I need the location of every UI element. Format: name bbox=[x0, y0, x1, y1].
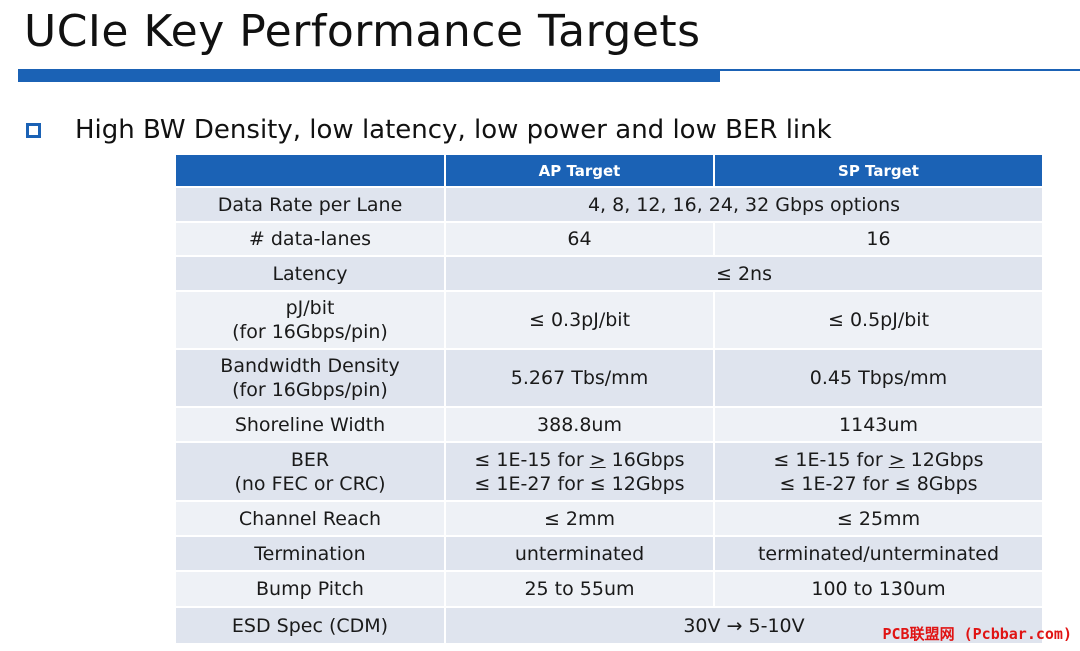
sp-value: 16 bbox=[713, 221, 1044, 257]
ber-sp-line-1-suffix: 12Gbps bbox=[904, 448, 984, 471]
ap-value: 64 bbox=[444, 221, 715, 257]
table-row-ber: BER (no FEC or CRC) ≤ 1E-15 for > 16Gbps… bbox=[174, 441, 1044, 502]
title-underline-line bbox=[720, 69, 1080, 71]
table-row-esd-spec: ESD Spec (CDM) 30V → 5-10V bbox=[174, 606, 1044, 645]
table-row-latency: Latency ≤ 2ns bbox=[174, 255, 1044, 292]
row-label: # data-lanes bbox=[174, 221, 446, 257]
sp-value: ≤ 1E-15 for > 12Gbps ≤ 1E-27 for ≤ 8Gbps bbox=[713, 441, 1044, 502]
ap-value: ≤ 1E-15 for > 16Gbps ≤ 1E-27 for ≤ 12Gbp… bbox=[444, 441, 715, 502]
row-label: Termination bbox=[174, 535, 446, 572]
sp-value: ≤ 0.5pJ/bit bbox=[713, 290, 1044, 350]
header-cell-sp-target: SP Target bbox=[713, 153, 1044, 188]
sp-value: terminated/unterminated bbox=[713, 535, 1044, 572]
sp-value: ≤ 25mm bbox=[713, 500, 1044, 537]
row-label: BER (no FEC or CRC) bbox=[174, 441, 446, 502]
row-label: Shoreline Width bbox=[174, 406, 446, 443]
ap-value: unterminated bbox=[444, 535, 715, 572]
ber-sp-line-1-prefix: ≤ 1E-15 for bbox=[773, 448, 889, 471]
sp-value: 0.45 Tbps/mm bbox=[713, 348, 1044, 408]
ap-value: 388.8um bbox=[444, 406, 715, 443]
ap-value: ≤ 2mm bbox=[444, 500, 715, 537]
title-underline-bar bbox=[18, 69, 720, 82]
ap-value: 25 to 55um bbox=[444, 570, 715, 608]
table-row-bump-pitch: Bump Pitch 25 to 55um 100 to 130um bbox=[174, 570, 1044, 608]
header-cell-empty bbox=[174, 153, 446, 188]
table-row-shoreline-width: Shoreline Width 388.8um 1143um bbox=[174, 406, 1044, 443]
ber-ap-line-1-suffix: 16Gbps bbox=[605, 448, 685, 471]
greater-equal-symbol: > bbox=[888, 448, 905, 471]
sp-value: 1143um bbox=[713, 406, 1044, 443]
header-cell-ap-target: AP Target bbox=[444, 153, 715, 188]
square-bullet-icon bbox=[26, 122, 41, 138]
ber-ap-line-1-prefix: ≤ 1E-15 for bbox=[474, 448, 590, 471]
performance-targets-table: AP Target SP Target Data Rate per Lane 4… bbox=[174, 153, 1044, 645]
table-row-bandwidth-density: Bandwidth Density (for 16Gbps/pin) 5.267… bbox=[174, 348, 1044, 408]
ap-value: 5.267 Tbs/mm bbox=[444, 348, 715, 408]
row-label: pJ/bit (for 16Gbps/pin) bbox=[174, 290, 446, 350]
bullet-text: High BW Density, low latency, low power … bbox=[75, 115, 832, 145]
row-label: Bandwidth Density (for 16Gbps/pin) bbox=[174, 348, 446, 408]
bullet-item: High BW Density, low latency, low power … bbox=[26, 115, 832, 145]
greater-equal-symbol: > bbox=[589, 448, 606, 471]
sp-value: 100 to 130um bbox=[713, 570, 1044, 608]
table-header-row: AP Target SP Target bbox=[174, 153, 1044, 188]
ber-sp-line-2: ≤ 1E-27 for ≤ 8Gbps bbox=[779, 472, 978, 495]
table-row-data-rate: Data Rate per Lane 4, 8, 12, 16, 24, 32 … bbox=[174, 186, 1044, 223]
merged-value: ≤ 2ns bbox=[444, 255, 1044, 292]
ber-sp-line-1: ≤ 1E-15 for > 12Gbps bbox=[719, 448, 1038, 472]
merged-value: 30V → 5-10V bbox=[444, 606, 1044, 645]
row-label: ESD Spec (CDM) bbox=[174, 606, 446, 645]
row-label: Bump Pitch bbox=[174, 570, 446, 608]
ber-ap-line-2: ≤ 1E-27 for ≤ 12Gbps bbox=[474, 472, 685, 495]
table-row-data-lanes: # data-lanes 64 16 bbox=[174, 221, 1044, 257]
watermark-text: PCB联盟网 (Pcbbar.com) bbox=[882, 625, 1073, 643]
ber-ap-line-1: ≤ 1E-15 for > 16Gbps bbox=[450, 448, 709, 472]
ap-value: ≤ 0.3pJ/bit bbox=[444, 290, 715, 350]
page-title: UCIe Key Performance Targets bbox=[24, 6, 701, 57]
table-row-termination: Termination unterminated terminated/unte… bbox=[174, 535, 1044, 572]
table-row-channel-reach: Channel Reach ≤ 2mm ≤ 25mm bbox=[174, 500, 1044, 537]
row-label: Latency bbox=[174, 255, 446, 292]
merged-value: 4, 8, 12, 16, 24, 32 Gbps options bbox=[444, 186, 1044, 223]
table-row-pj-bit: pJ/bit (for 16Gbps/pin) ≤ 0.3pJ/bit ≤ 0.… bbox=[174, 290, 1044, 350]
row-label: Channel Reach bbox=[174, 500, 446, 537]
row-label: Data Rate per Lane bbox=[174, 186, 446, 223]
